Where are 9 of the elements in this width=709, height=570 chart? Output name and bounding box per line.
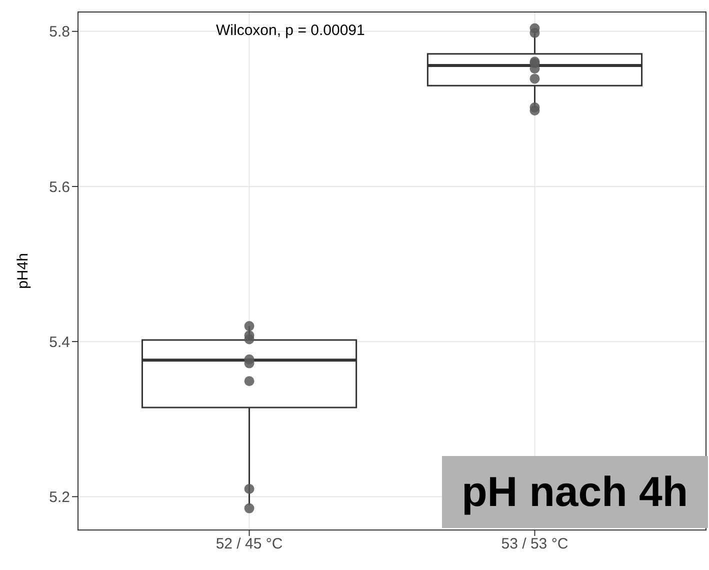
y-tick-label: 5.8: [49, 24, 70, 41]
y-axis-title: pH4h: [14, 253, 32, 289]
y-tick-label: 5.4: [49, 334, 70, 351]
y-tick-label: 5.2: [49, 488, 70, 506]
y-tick-label: 5.6: [49, 178, 70, 196]
annotation: Wilcoxon, p = 0.00091: [216, 22, 365, 39]
text: pH nach 4h: [442, 456, 708, 528]
x-tick-label: 53 / 53 °C: [501, 536, 568, 553]
x-tick-label: 52 / 45 °C: [216, 536, 283, 553]
